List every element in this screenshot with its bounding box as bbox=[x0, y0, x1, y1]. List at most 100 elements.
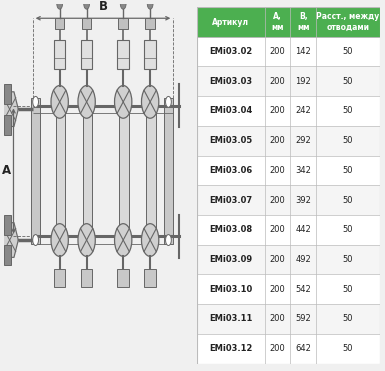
Text: 200: 200 bbox=[270, 166, 285, 175]
Bar bbox=[144, 40, 156, 69]
Bar bbox=[197, 96, 380, 126]
Text: EMi03.04: EMi03.04 bbox=[209, 106, 253, 115]
Text: Расст., между
отводами: Расст., между отводами bbox=[316, 12, 380, 32]
Text: 242: 242 bbox=[295, 106, 311, 115]
Text: 200: 200 bbox=[270, 315, 285, 324]
Bar bbox=[197, 7, 380, 37]
Text: 642: 642 bbox=[295, 344, 311, 353]
Circle shape bbox=[142, 85, 159, 118]
Circle shape bbox=[115, 85, 132, 118]
Circle shape bbox=[120, 0, 126, 9]
Text: Артикул: Артикул bbox=[213, 17, 249, 26]
Text: 200: 200 bbox=[270, 106, 285, 115]
Text: EMi03.09: EMi03.09 bbox=[209, 255, 253, 264]
Text: 200: 200 bbox=[270, 77, 285, 86]
Bar bbox=[83, 102, 92, 240]
Bar bbox=[31, 98, 40, 244]
Bar bbox=[164, 98, 173, 244]
Text: 292: 292 bbox=[295, 136, 311, 145]
Bar bbox=[197, 334, 380, 364]
Text: A: A bbox=[2, 164, 12, 177]
Text: 50: 50 bbox=[343, 344, 353, 353]
Text: 50: 50 bbox=[343, 255, 353, 264]
Text: В,
мм: В, мм bbox=[297, 12, 310, 32]
Text: 200: 200 bbox=[270, 196, 285, 204]
Text: 200: 200 bbox=[270, 344, 285, 353]
Text: 50: 50 bbox=[343, 166, 353, 175]
Bar bbox=[4, 214, 11, 234]
Bar bbox=[119, 102, 129, 240]
Text: 50: 50 bbox=[343, 106, 353, 115]
Circle shape bbox=[57, 0, 62, 9]
Text: 442: 442 bbox=[295, 225, 311, 234]
Text: 192: 192 bbox=[295, 77, 311, 86]
Text: EMi03.03: EMi03.03 bbox=[209, 77, 253, 86]
Circle shape bbox=[51, 85, 69, 118]
Circle shape bbox=[78, 224, 95, 256]
Text: 50: 50 bbox=[343, 136, 353, 145]
Bar bbox=[146, 18, 155, 29]
Text: 542: 542 bbox=[295, 285, 311, 294]
Bar bbox=[146, 102, 156, 240]
Text: 592: 592 bbox=[295, 315, 311, 324]
Text: А,
мм: А, мм bbox=[271, 12, 284, 32]
Text: EMi03.05: EMi03.05 bbox=[209, 136, 253, 145]
Bar bbox=[4, 84, 11, 104]
Bar bbox=[197, 185, 380, 215]
Text: 50: 50 bbox=[343, 225, 353, 234]
Bar bbox=[197, 245, 380, 275]
Polygon shape bbox=[1, 92, 18, 127]
Text: 200: 200 bbox=[270, 47, 285, 56]
Bar bbox=[197, 126, 380, 155]
Circle shape bbox=[33, 234, 38, 246]
Bar bbox=[4, 115, 11, 135]
Bar bbox=[81, 40, 92, 69]
Bar bbox=[197, 275, 380, 304]
Text: EMi03.02: EMi03.02 bbox=[209, 47, 253, 56]
Bar bbox=[197, 66, 380, 96]
Circle shape bbox=[51, 224, 69, 256]
Bar bbox=[54, 40, 65, 69]
Bar bbox=[117, 40, 129, 69]
Text: EMi03.07: EMi03.07 bbox=[209, 196, 253, 204]
Bar bbox=[82, 18, 92, 29]
Circle shape bbox=[33, 96, 38, 107]
Text: 50: 50 bbox=[343, 315, 353, 324]
Bar bbox=[56, 102, 65, 240]
Bar bbox=[54, 269, 65, 287]
Circle shape bbox=[166, 96, 171, 107]
Circle shape bbox=[166, 234, 171, 246]
Circle shape bbox=[115, 224, 132, 256]
Text: EMi03.12: EMi03.12 bbox=[209, 344, 253, 353]
Bar bbox=[81, 269, 92, 287]
Circle shape bbox=[142, 224, 159, 256]
Text: 392: 392 bbox=[295, 196, 311, 204]
Bar bbox=[197, 155, 380, 185]
Polygon shape bbox=[1, 223, 18, 257]
Text: EMi03.11: EMi03.11 bbox=[209, 315, 253, 324]
Bar bbox=[197, 37, 380, 66]
Text: 50: 50 bbox=[343, 196, 353, 204]
Bar bbox=[55, 18, 65, 29]
Circle shape bbox=[84, 0, 89, 9]
Text: 200: 200 bbox=[270, 255, 285, 264]
Bar bbox=[117, 269, 129, 287]
Text: 50: 50 bbox=[343, 77, 353, 86]
Text: 492: 492 bbox=[295, 255, 311, 264]
Text: 50: 50 bbox=[343, 47, 353, 56]
Text: 200: 200 bbox=[270, 285, 285, 294]
Text: 342: 342 bbox=[295, 166, 311, 175]
Text: EMi03.08: EMi03.08 bbox=[209, 225, 253, 234]
Bar bbox=[197, 215, 380, 245]
Bar bbox=[119, 18, 128, 29]
Text: EMi03.10: EMi03.10 bbox=[209, 285, 253, 294]
Text: 200: 200 bbox=[270, 225, 285, 234]
Text: 200: 200 bbox=[270, 136, 285, 145]
Text: EMi03.06: EMi03.06 bbox=[209, 166, 253, 175]
Bar bbox=[144, 269, 156, 287]
Circle shape bbox=[78, 85, 95, 118]
Circle shape bbox=[147, 0, 153, 9]
Text: 50: 50 bbox=[343, 285, 353, 294]
Bar bbox=[4, 246, 11, 266]
Bar bbox=[197, 304, 380, 334]
